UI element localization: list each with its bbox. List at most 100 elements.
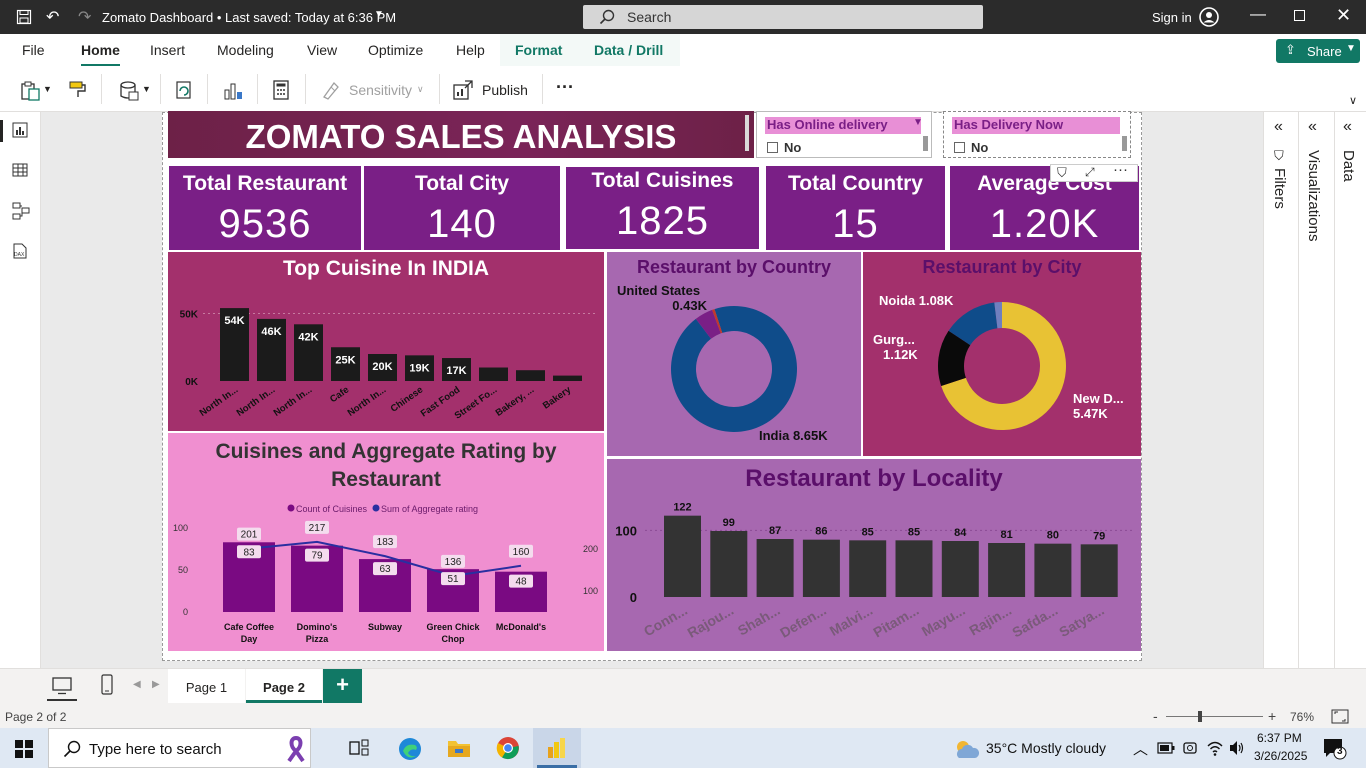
model-view-icon[interactable] [12, 202, 30, 220]
visualizations-pane-label[interactable]: Visualizations [1305, 150, 1322, 242]
tab-optimize[interactable]: Optimize [368, 42, 424, 58]
collapse-ribbon-icon[interactable]: ∨ [1349, 95, 1358, 107]
taskbar-search-box[interactable]: Type here to search [48, 728, 311, 768]
file-explorer-icon[interactable] [447, 738, 471, 758]
close-icon[interactable]: ✕ [1336, 5, 1352, 25]
x-tick-label: Cafe Coffee [224, 622, 274, 632]
publish-button[interactable]: Publish [482, 82, 528, 98]
zoom-in-button[interactable]: + [1268, 708, 1277, 724]
chart-restaurant-by-country[interactable]: Restaurant by Country United States 0.43K… [607, 252, 861, 456]
slicer-option[interactable]: No [767, 140, 801, 155]
y-tick-label: 100 [173, 523, 188, 533]
more-options-button[interactable]: ··· [556, 77, 574, 97]
zoom-level[interactable]: 76% [1290, 710, 1315, 724]
edge-browser-icon[interactable] [398, 737, 422, 761]
new-measure-icon[interactable] [272, 80, 290, 100]
save-icon[interactable] [16, 9, 32, 25]
fit-to-page-icon[interactable] [1331, 709, 1349, 724]
chevron-down-icon[interactable]: ▼ [43, 84, 52, 94]
sensitivity-button[interactable]: Sensitivity [349, 82, 413, 98]
bar [988, 543, 1026, 597]
zoom-slider[interactable] [1166, 716, 1263, 717]
prev-page-icon[interactable]: ◀ [133, 679, 141, 690]
paste-icon[interactable] [20, 81, 40, 101]
tab-modeling[interactable]: Modeling [217, 42, 274, 58]
bar [710, 531, 748, 597]
tab-view[interactable]: View [307, 42, 338, 58]
filter-icon[interactable]: ⛉ [1057, 165, 1067, 180]
next-page-icon[interactable]: ▶ [152, 679, 160, 690]
chart-restaurant-by-city[interactable]: Restaurant by City New D... 5.47K Gurg... 1… [863, 252, 1141, 456]
chrome-browser-icon[interactable] [496, 736, 520, 760]
refresh-icon[interactable] [174, 80, 194, 100]
slicer-online-delivery[interactable]: Has Online delivery ▼ No [756, 111, 932, 158]
powerbi-taskbar-button[interactable] [533, 728, 581, 768]
publish-icon[interactable] [452, 79, 474, 101]
chevron-down-icon[interactable]: ▼ [374, 9, 384, 20]
share-button[interactable]: ⇪ Share ▼ [1276, 39, 1360, 63]
expand-data-icon[interactable]: « [1343, 118, 1352, 135]
chevron-down-icon[interactable]: ▼ [913, 117, 923, 128]
battery-icon[interactable] [1157, 742, 1175, 754]
tab-file[interactable]: File [22, 42, 45, 58]
search-box[interactable]: Search [583, 5, 983, 29]
minimize-icon[interactable]: — [1250, 6, 1266, 23]
mobile-layout-icon[interactable] [100, 674, 114, 696]
account-icon[interactable] [1199, 7, 1219, 27]
format-painter-icon[interactable] [68, 80, 88, 100]
table-view-icon[interactable] [12, 162, 28, 178]
chevron-down-icon[interactable]: ▼ [142, 84, 151, 94]
data-pane-label[interactable]: Data [1340, 150, 1357, 182]
checkbox-icon[interactable] [767, 142, 778, 153]
filters-pane-label[interactable]: Filters [1271, 168, 1288, 209]
slicer-delivery-now[interactable]: Has Delivery Now No [943, 111, 1131, 158]
add-page-button[interactable]: + [323, 669, 362, 703]
tab-help[interactable]: Help [456, 42, 485, 58]
kpi-total-restaurant[interactable]: Total Restaurant 9536 [168, 165, 362, 251]
windows-start-icon[interactable] [15, 740, 33, 758]
expand-filters-icon[interactable]: « [1274, 118, 1283, 135]
task-view-icon[interactable] [349, 739, 369, 757]
chart-restaurant-by-locality[interactable]: Restaurant by Locality 0 100 122 Conn... 99 R… [607, 459, 1141, 651]
page-tab-2[interactable]: Page 2 [246, 669, 322, 703]
clock-time[interactable]: 6:37 PM [1257, 731, 1302, 745]
weather-text[interactable]: 35°C Mostly cloudy [986, 740, 1106, 756]
focus-mode-icon[interactable]: ⤢ [1085, 165, 1095, 179]
tab-format[interactable]: Format [515, 42, 563, 58]
slicer-option-label: No [971, 140, 989, 155]
volume-icon[interactable] [1228, 739, 1246, 757]
city-donut-plot: New D...5.47K Gurg...1.12K Noida 1.08K [873, 293, 1124, 430]
maximize-icon[interactable] [1294, 10, 1305, 21]
more-options-icon[interactable]: ··· [1113, 161, 1128, 178]
kpi-total-cuisines[interactable]: Total Cuisines 1825 [564, 165, 761, 251]
zoom-slider-handle[interactable] [1198, 711, 1202, 722]
chart-cuisines-rating[interactable]: Cuisines and Aggregate Rating by Restaur… [168, 433, 604, 651]
wifi-icon[interactable] [1206, 739, 1224, 757]
tab-data-drill[interactable]: Data / Drill [594, 42, 664, 58]
page-tab-1[interactable]: Page 1 [168, 669, 245, 703]
kpi-average-cost[interactable]: Average Cost 1.20K ⛉ ⤢ ··· [949, 161, 1140, 251]
expand-visualizations-icon[interactable]: « [1308, 118, 1317, 135]
report-view-icon[interactable] [12, 122, 28, 138]
sensitivity-icon[interactable] [321, 80, 341, 100]
kpi-total-country[interactable]: Total Country 15 [765, 165, 946, 251]
redo-icon[interactable]: ↷ [78, 9, 92, 26]
slicer-option[interactable]: No [954, 140, 988, 155]
tab-home[interactable]: Home [81, 42, 120, 67]
undo-icon[interactable]: ↶ [46, 9, 60, 26]
tab-insert[interactable]: Insert [150, 42, 186, 58]
x-tick-label: Rajou... [685, 602, 737, 641]
zoom-out-button[interactable]: - [1153, 708, 1158, 724]
checkbox-icon[interactable] [954, 142, 965, 153]
clock-date[interactable]: 3/26/2025 [1254, 749, 1308, 763]
notification-center-icon[interactable] [1322, 737, 1348, 761]
desktop-layout-icon[interactable] [52, 677, 72, 695]
meet-now-icon[interactable] [1182, 739, 1198, 757]
kpi-total-city[interactable]: Total City 140 [363, 165, 561, 251]
dax-query-view-icon[interactable]: DAX [11, 242, 29, 260]
sign-in-link[interactable]: Sign in [1152, 10, 1192, 25]
tray-overflow-icon[interactable]: ︿ [1133, 741, 1149, 758]
get-data-icon[interactable] [118, 80, 140, 102]
new-visual-icon[interactable] [222, 80, 244, 102]
chart-top-cuisine[interactable]: Top Cuisine In INDIA 0K 50K 54K North In...… [168, 252, 604, 431]
